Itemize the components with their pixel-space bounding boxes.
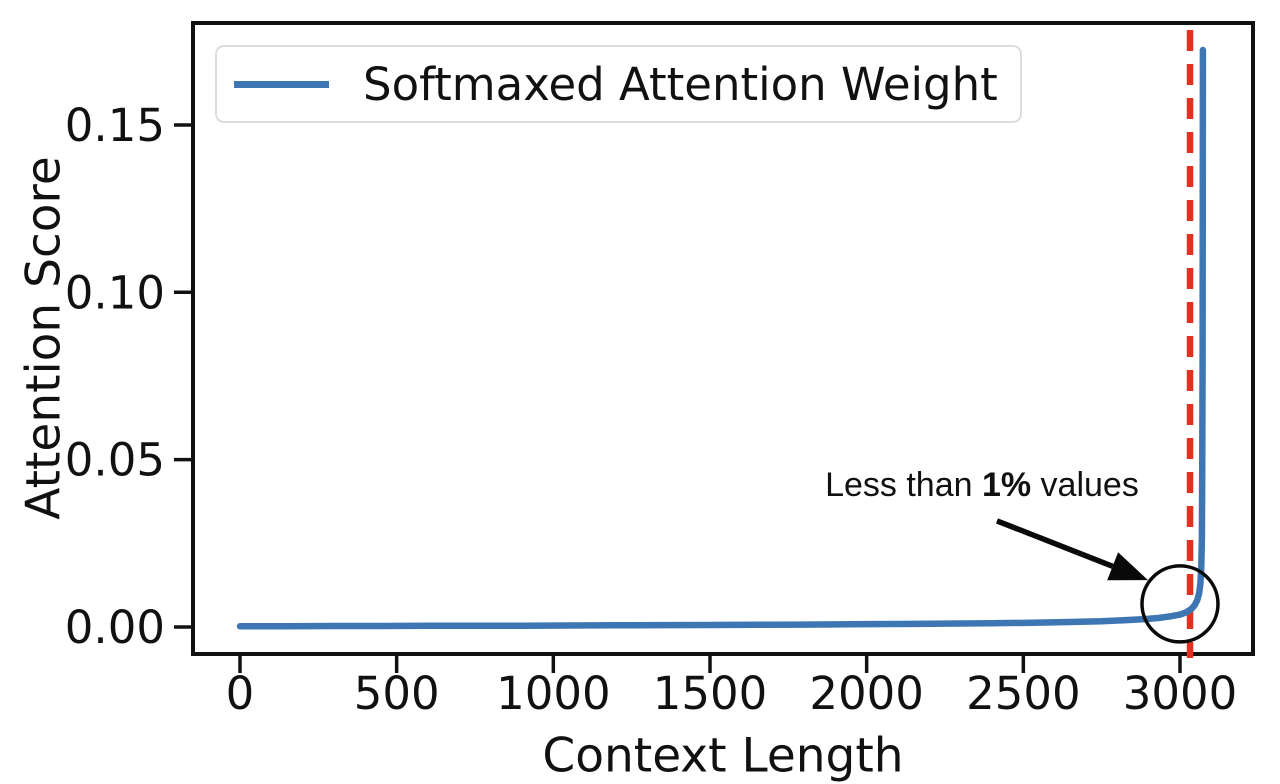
x-tick-label: 1500 [653, 667, 768, 720]
legend: Softmaxed Attention Weight [215, 45, 1022, 123]
x-tick-label: 500 [354, 667, 440, 720]
x-tick-label: 3000 [1123, 667, 1238, 720]
x-tick-label: 1000 [496, 667, 611, 720]
x-tick-label: 0 [226, 667, 255, 720]
legend-line-swatch [234, 80, 329, 88]
y-tick-label: 0.15 [65, 99, 165, 152]
x-tick-label: 2500 [966, 667, 1081, 720]
legend-entry-label: Softmaxed Attention Weight [363, 57, 998, 111]
x-tick-label: 2000 [809, 667, 924, 720]
y-axis-label: Attention Score [16, 156, 72, 520]
highlight-circle [1140, 564, 1220, 644]
x-axis-label: Context Length [542, 728, 904, 784]
y-tick-label: 0.00 [65, 601, 165, 654]
y-tick-label: 0.10 [65, 266, 165, 319]
annotation-arrow-head [1107, 552, 1148, 581]
attention-curve [236, 46, 1207, 630]
plot-border [191, 21, 1255, 656]
y-tick-label: 0.05 [65, 434, 165, 487]
annotation-arrow-shaft [996, 518, 1114, 569]
annotation-text: Less than 1% values [825, 466, 1139, 504]
